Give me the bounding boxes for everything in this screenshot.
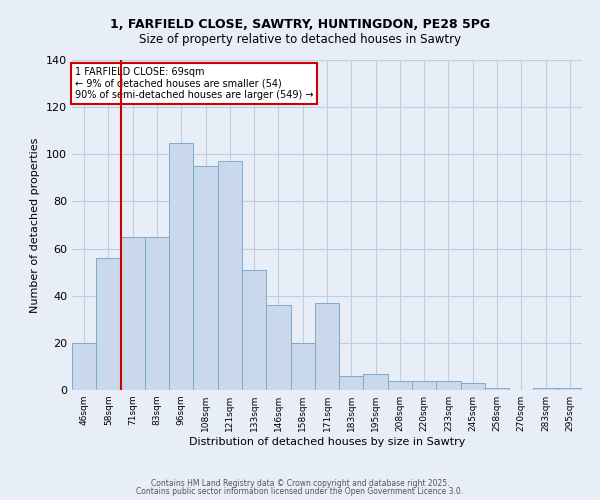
Bar [96,258,121,390]
Bar [72,343,96,390]
X-axis label: Distribution of detached houses by size in Sawtry: Distribution of detached houses by size … [189,437,465,447]
Bar [364,374,388,390]
Bar [436,380,461,390]
Bar [266,305,290,390]
Bar [242,270,266,390]
Bar [145,237,169,390]
Bar [315,303,339,390]
Bar [461,383,485,390]
Bar [193,166,218,390]
Bar [218,162,242,390]
Text: Size of property relative to detached houses in Sawtry: Size of property relative to detached ho… [139,32,461,46]
Bar [121,237,145,390]
Bar [485,388,509,390]
Text: Contains public sector information licensed under the Open Government Licence 3.: Contains public sector information licen… [136,487,464,496]
Bar [339,376,364,390]
Bar [169,142,193,390]
Text: Contains HM Land Registry data © Crown copyright and database right 2025.: Contains HM Land Registry data © Crown c… [151,478,449,488]
Y-axis label: Number of detached properties: Number of detached properties [31,138,40,312]
Bar [558,388,582,390]
Bar [290,343,315,390]
Bar [533,388,558,390]
Bar [412,380,436,390]
Bar [388,380,412,390]
Text: 1 FARFIELD CLOSE: 69sqm
← 9% of detached houses are smaller (54)
90% of semi-det: 1 FARFIELD CLOSE: 69sqm ← 9% of detached… [74,66,313,100]
Text: 1, FARFIELD CLOSE, SAWTRY, HUNTINGDON, PE28 5PG: 1, FARFIELD CLOSE, SAWTRY, HUNTINGDON, P… [110,18,490,30]
